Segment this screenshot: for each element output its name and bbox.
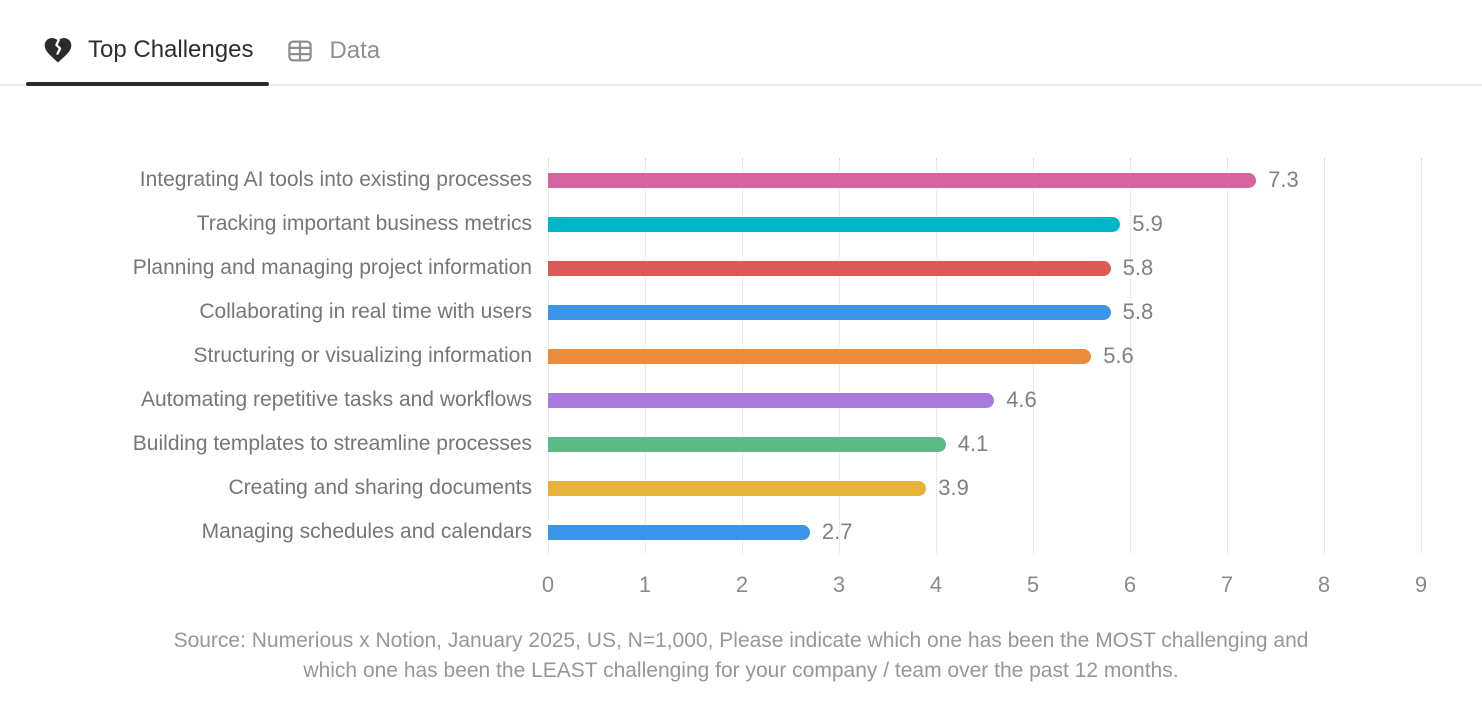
- value-label: 4.1: [957, 431, 989, 456]
- value-label: 4.6: [1006, 387, 1037, 412]
- value-label: 5.8: [1122, 299, 1154, 324]
- tab-data[interactable]: Data: [269, 30, 396, 84]
- bar-track: 7.3: [548, 158, 1482, 202]
- bar-chart: Integrating AI tools into existing proce…: [0, 158, 1482, 600]
- bar-track: 2.7: [548, 510, 1482, 554]
- bar[interactable]: [548, 216, 1121, 232]
- category-label: Integrating AI tools into existing proce…: [139, 168, 532, 191]
- bar-track: 4.6: [548, 378, 1482, 422]
- bar-track: 4.1: [548, 422, 1482, 466]
- broken-heart-icon: [42, 34, 74, 66]
- category-label: Managing schedules and calendars: [201, 520, 532, 543]
- x-tick-label: 9: [1414, 572, 1428, 597]
- x-tick-label: 6: [1123, 572, 1137, 597]
- bar-track: 5.6: [548, 334, 1482, 378]
- source-line-2: which one has been the LEAST challenging…: [303, 659, 1179, 682]
- category-label: Tracking important business metrics: [196, 212, 532, 235]
- tab-label: Top Challenges: [88, 36, 254, 63]
- bar-row: Building templates to streamline process…: [0, 422, 1482, 466]
- bar-row: Collaborating in real time with users 5.8: [0, 290, 1482, 334]
- bar[interactable]: [548, 172, 1257, 188]
- bar-track: 5.8: [548, 246, 1482, 290]
- value-label: 5.8: [1122, 255, 1154, 280]
- bar[interactable]: [548, 480, 927, 496]
- value-label: 3.9: [938, 475, 969, 500]
- chart-rows: Integrating AI tools into existing proce…: [0, 158, 1482, 554]
- x-axis: 0 1 2 3 4 5 6 7 8 9: [542, 572, 1427, 600]
- category-label: Structuring or visualizing information: [193, 344, 532, 367]
- x-tick-label: 4: [929, 572, 943, 597]
- category-label: Building templates to streamline process…: [132, 432, 532, 455]
- bar[interactable]: [548, 436, 946, 452]
- bar[interactable]: [548, 260, 1111, 276]
- x-tick-label: 5: [1026, 572, 1040, 597]
- bar[interactable]: [548, 304, 1111, 320]
- bar-track: 3.9: [548, 466, 1482, 510]
- value-label: 5.9: [1132, 211, 1163, 236]
- bar-row: Tracking important business metrics 5.9: [0, 202, 1482, 246]
- x-tick-label: 8: [1317, 572, 1331, 597]
- value-label: 2.7: [821, 519, 853, 544]
- bar[interactable]: [548, 348, 1092, 364]
- x-tick-label: 7: [1220, 572, 1234, 597]
- source-note: Source: Numerious x Notion, January 2025…: [0, 626, 1482, 686]
- bar-track: 5.8: [548, 290, 1482, 334]
- value-label: 5.6: [1103, 343, 1134, 368]
- source-line-1: Source: Numerious x Notion, January 2025…: [173, 629, 1309, 652]
- bar-row: Planning and managing project informatio…: [0, 246, 1482, 290]
- category-label: Planning and managing project informatio…: [132, 256, 532, 279]
- tab-bar: Top Challenges Data: [0, 0, 1482, 86]
- x-tick-label: 3: [832, 572, 846, 597]
- bar[interactable]: [548, 524, 810, 540]
- bar-row: Structuring or visualizing information 5.…: [0, 334, 1482, 378]
- tab-top-challenges[interactable]: Top Challenges: [26, 28, 270, 86]
- x-tick-label: 1: [638, 572, 652, 597]
- bar-row: Creating and sharing documents 3.9: [0, 466, 1482, 510]
- tab-label: Data: [329, 37, 381, 64]
- table-icon: [285, 36, 315, 66]
- category-label: Collaborating in real time with users: [199, 300, 532, 323]
- bar[interactable]: [548, 392, 995, 408]
- category-label: Automating repetitive tasks and workflow…: [140, 388, 532, 411]
- bar-row: Automating repetitive tasks and workflow…: [0, 378, 1482, 422]
- bar-track: 5.9: [548, 202, 1482, 246]
- x-tick-label: 2: [735, 572, 749, 597]
- value-label: 7.3: [1268, 167, 1299, 192]
- bar-row: Managing schedules and calendars 2.7: [0, 510, 1482, 554]
- x-tick-label: 0: [541, 572, 555, 597]
- category-label: Creating and sharing documents: [228, 476, 532, 499]
- bar-row: Integrating AI tools into existing proce…: [0, 158, 1482, 202]
